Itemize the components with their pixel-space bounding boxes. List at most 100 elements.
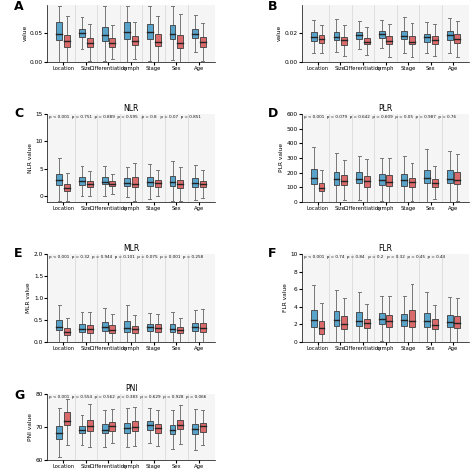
Bar — [87, 37, 92, 47]
Bar — [79, 177, 85, 185]
Bar — [401, 30, 407, 39]
Bar — [79, 426, 85, 433]
Bar — [341, 175, 347, 185]
Bar — [409, 310, 415, 327]
Bar — [379, 31, 385, 38]
Text: D: D — [268, 107, 279, 120]
Bar — [64, 328, 70, 335]
Bar — [356, 312, 362, 326]
Bar — [56, 22, 62, 40]
Y-axis label: PLR value: PLR value — [279, 143, 283, 173]
Bar — [356, 32, 362, 38]
Bar — [192, 323, 198, 331]
Bar — [102, 322, 108, 331]
Y-axis label: value: value — [277, 25, 282, 41]
Bar — [56, 320, 62, 330]
Title: FLR: FLR — [379, 244, 392, 253]
Bar — [87, 181, 92, 187]
Bar — [447, 31, 453, 40]
Bar — [102, 27, 108, 41]
Bar — [124, 423, 130, 433]
Text: B: B — [268, 0, 278, 13]
Bar — [455, 316, 460, 328]
Bar — [409, 178, 415, 187]
Bar — [386, 36, 392, 45]
Bar — [102, 177, 108, 184]
Bar — [401, 314, 407, 326]
Bar — [192, 29, 198, 38]
Title: NLR: NLR — [123, 104, 139, 113]
Bar — [424, 312, 430, 327]
Text: p < 0.001  p = 0.079  p = 0.642  p = 0.609  p = 0.05  p = 0.987  p = 0.76: p < 0.001 p = 0.079 p = 0.642 p = 0.609 … — [303, 115, 456, 119]
Bar — [132, 36, 138, 46]
Bar — [147, 177, 153, 186]
Text: p < 0.001  p = 0.32  p = 0.944  p = 0.101  p = 0.075  p = 0.001  p = 0.258: p < 0.001 p = 0.32 p = 0.944 p = 0.101 p… — [49, 255, 203, 259]
Bar — [379, 174, 385, 185]
Text: E: E — [14, 247, 22, 260]
Bar — [319, 182, 325, 191]
Bar — [192, 178, 198, 187]
Bar — [334, 172, 339, 185]
Bar — [334, 311, 339, 326]
Bar — [124, 178, 130, 185]
Bar — [170, 425, 175, 434]
Bar — [341, 37, 347, 45]
Title: MLR: MLR — [123, 244, 139, 253]
Bar — [341, 317, 347, 329]
Bar — [109, 38, 115, 46]
Bar — [447, 170, 453, 183]
Bar — [386, 174, 392, 186]
Bar — [132, 421, 138, 431]
Bar — [170, 324, 175, 332]
Bar — [379, 313, 385, 324]
Bar — [177, 327, 183, 333]
Bar — [109, 182, 115, 186]
Bar — [102, 424, 108, 433]
Y-axis label: PNI value: PNI value — [28, 413, 33, 441]
Bar — [147, 324, 153, 331]
Bar — [311, 310, 317, 327]
Bar — [177, 35, 183, 48]
Bar — [386, 315, 392, 328]
Bar — [64, 412, 70, 425]
Bar — [87, 325, 92, 333]
Bar — [56, 174, 62, 185]
Bar — [124, 321, 130, 332]
Text: p < 0.001  p = 0.554  p = 0.562  p = 0.383  p = 0.629  p = 0.928  p = 0.066: p < 0.001 p = 0.554 p = 0.562 p = 0.383 … — [49, 395, 207, 399]
Bar — [170, 25, 175, 39]
Bar — [155, 180, 161, 187]
Bar — [147, 421, 153, 430]
Bar — [200, 37, 206, 47]
Title: PNI: PNI — [125, 384, 137, 393]
Bar — [109, 325, 115, 333]
Bar — [432, 179, 438, 187]
Bar — [447, 315, 453, 327]
Bar — [79, 29, 85, 37]
Text: C: C — [14, 107, 23, 120]
Bar — [64, 35, 70, 47]
Title: PLR: PLR — [378, 104, 392, 113]
Y-axis label: NLR value: NLR value — [28, 143, 33, 173]
Bar — [192, 424, 198, 434]
Text: G: G — [14, 389, 24, 401]
Bar — [311, 32, 317, 41]
Bar — [170, 176, 175, 186]
Bar — [132, 177, 138, 187]
Bar — [200, 181, 206, 187]
Y-axis label: MLR value: MLR value — [26, 283, 31, 313]
Bar — [455, 34, 460, 43]
Bar — [432, 319, 438, 328]
Bar — [311, 169, 317, 183]
Bar — [79, 324, 85, 332]
Bar — [124, 22, 130, 39]
Bar — [364, 37, 370, 45]
Bar — [132, 326, 138, 333]
Bar — [364, 319, 370, 328]
Bar — [64, 184, 70, 191]
Bar — [155, 34, 161, 46]
Text: A: A — [14, 0, 24, 13]
Bar — [87, 420, 92, 431]
Y-axis label: value: value — [22, 25, 27, 41]
Bar — [177, 180, 183, 188]
Bar — [155, 324, 161, 332]
